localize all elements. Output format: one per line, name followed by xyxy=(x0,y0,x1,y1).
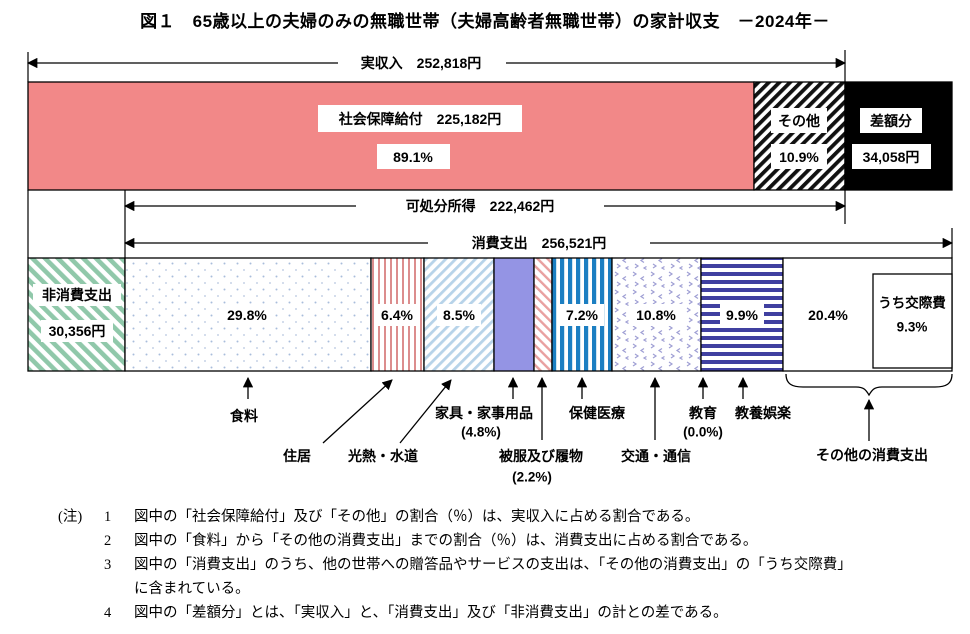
social-security-pct-bg xyxy=(377,144,450,169)
housing-callout-arrow xyxy=(322,379,393,444)
social-security-label: 社会保障給付 225,182円 xyxy=(338,111,502,127)
segment-other-income xyxy=(753,81,846,191)
other-consumption-brace xyxy=(785,373,953,397)
disposable-caption-bg xyxy=(356,194,604,218)
nonconsumption-value-bg xyxy=(41,320,113,342)
difference-value: 34,058円 xyxy=(863,149,920,165)
income-bar: 社会保障給付 225,182円 89.1% その他 10.9% 差額分 34,0… xyxy=(27,81,953,191)
kosaihi-label: うち交際費 xyxy=(878,295,946,311)
nonconsumption-value: 30,356円 xyxy=(49,323,106,339)
nonconsumption-label: 非消費支出 xyxy=(42,287,112,303)
education-callout-label: 教育 xyxy=(689,405,717,421)
note-4-number: 4 xyxy=(104,605,112,621)
utilities-pct: 8.5% xyxy=(443,307,475,323)
difference-label: 差額分 xyxy=(870,113,912,129)
kosaihi-pct: 9.3% xyxy=(897,320,928,335)
transport-pct: 10.8% xyxy=(636,307,676,323)
clothing-callout-pct: (2.2%) xyxy=(512,470,552,485)
note-3-text-continued: に含まれている。 xyxy=(134,581,250,597)
note-row-4: 4 図中の「差額分」とは、「実収入」と、「消費支出」及び「非消費支出」の計との差… xyxy=(58,601,964,625)
note-2-number: 2 xyxy=(104,533,112,549)
segment-furniture xyxy=(493,257,535,372)
social-security-label-bg xyxy=(318,105,522,132)
kosaihi-box xyxy=(872,273,953,369)
disposable-income-arrow: 可処分所得 222,462円 xyxy=(123,194,847,218)
social-security-pct: 89.1% xyxy=(393,149,433,165)
difference-label-bg xyxy=(860,108,922,133)
medical-callout-label: 保健医療 xyxy=(568,405,626,421)
transport-callout-label: 交通・通信 xyxy=(621,448,691,464)
segment-social-security xyxy=(27,81,755,191)
recreation-callout-label: 教養娯楽 xyxy=(735,405,792,421)
food-pct: 29.8% xyxy=(227,307,267,323)
housing-pct-bg xyxy=(375,304,419,326)
segment-difference xyxy=(844,81,953,191)
callouts: 食料 住居 光熱・水道 家具・家事用品 (4.8%) 被服及び履物 (2.2%)… xyxy=(230,373,953,485)
note-row-3: 3 図中の「消費支出」のうち、他の世帯への贈答品やサービスの支出は、「その他の消… xyxy=(58,553,964,577)
recreation-pct: 9.9% xyxy=(726,307,758,323)
income-span-arrow: 実収入 252,818円 xyxy=(26,50,847,82)
transport-pct-bg xyxy=(629,304,683,326)
other-income-pct-bg xyxy=(771,144,827,169)
clothing-callout-label: 被服及び履物 xyxy=(499,448,583,464)
notes: (注) 1 図中の「社会保障給付」及び「その他」の割合（％）は、実収入に占める割… xyxy=(58,505,964,625)
food-callout-label: 食料 xyxy=(230,408,258,424)
consumption-caption: 消費支出 256,521円 xyxy=(472,235,607,251)
furniture-callout-pct: (4.8%) xyxy=(461,425,501,440)
note-3-number: 3 xyxy=(104,557,112,573)
note-row-3b: に含まれている。 xyxy=(58,577,964,601)
recreation-pct-bg xyxy=(720,304,764,326)
figure-title: 図１ 65歳以上の夫婦のみの無職世帯（夫婦高齢者無職世帯）の家計収支 －2024… xyxy=(140,12,830,31)
income-caption: 実収入 252,818円 xyxy=(361,55,482,71)
segment-nonconsumption xyxy=(27,257,126,372)
medical-pct: 7.2% xyxy=(566,307,598,323)
segment-clothing xyxy=(533,257,553,372)
consumption-arrow: 消費支出 256,521円 xyxy=(123,231,954,255)
note-1-text: 図中の「社会保障給付」及び「その他」の割合（％）は、実収入に占める割合である。 xyxy=(134,509,700,525)
disposable-caption: 可処分所得 222,462円 xyxy=(406,198,555,214)
expenditure-bar: 非消費支出 30,356円 29.8% 6.4% 8.5% 7.2% 10.8%… xyxy=(27,257,953,372)
note-row-2: 2 図中の「食料」から「その他の消費支出」までの割合（％）は、消費支出に占める割… xyxy=(58,529,964,553)
utilities-pct-bg xyxy=(437,304,481,326)
note-4-text: 図中の「差額分」とは、「実収入」と、「消費支出」及び「非消費支出」の計との差であ… xyxy=(134,605,728,621)
note-row-1: (注) 1 図中の「社会保障給付」及び「その他」の割合（％）は、実収入に占める割… xyxy=(58,505,964,529)
other-consumption-pct: 20.4% xyxy=(808,307,848,323)
furniture-callout-label: 家具・家事用品 xyxy=(435,405,533,421)
difference-value-bg xyxy=(852,144,931,169)
note-2-text: 図中の「食料」から「その他の消費支出」までの割合（％）は、消費支出に占める割合で… xyxy=(134,533,758,549)
medical-pct-bg xyxy=(560,304,604,326)
other-income-label-bg xyxy=(771,108,827,133)
housing-pct: 6.4% xyxy=(381,307,413,323)
housing-callout-label: 住居 xyxy=(283,448,311,464)
note-1-number: 1 xyxy=(104,509,112,525)
other-income-pct: 10.9% xyxy=(779,149,819,165)
note-3-text: 図中の「消費支出」のうち、他の世帯への贈答品やサービスの支出は、「その他の消費支… xyxy=(134,557,852,573)
utilities-callout-arrow xyxy=(399,379,452,444)
nonconsumption-label-bg xyxy=(33,284,121,306)
other-income-label: その他 xyxy=(778,113,820,129)
utilities-callout-label: 光熱・水道 xyxy=(347,448,418,464)
income-caption-bg xyxy=(338,51,506,75)
budget-chart-svg: 実収入 252,818円 社会保障給付 225,182円 89.1% その他 1… xyxy=(26,50,954,485)
food-pct-bg xyxy=(219,304,275,326)
other-consumption-callout-label: その他の消費支出 xyxy=(816,447,928,463)
education-callout-pct: (0.0%) xyxy=(683,425,723,440)
note-heading: (注) xyxy=(58,509,83,525)
consumption-caption-bg xyxy=(428,231,650,255)
